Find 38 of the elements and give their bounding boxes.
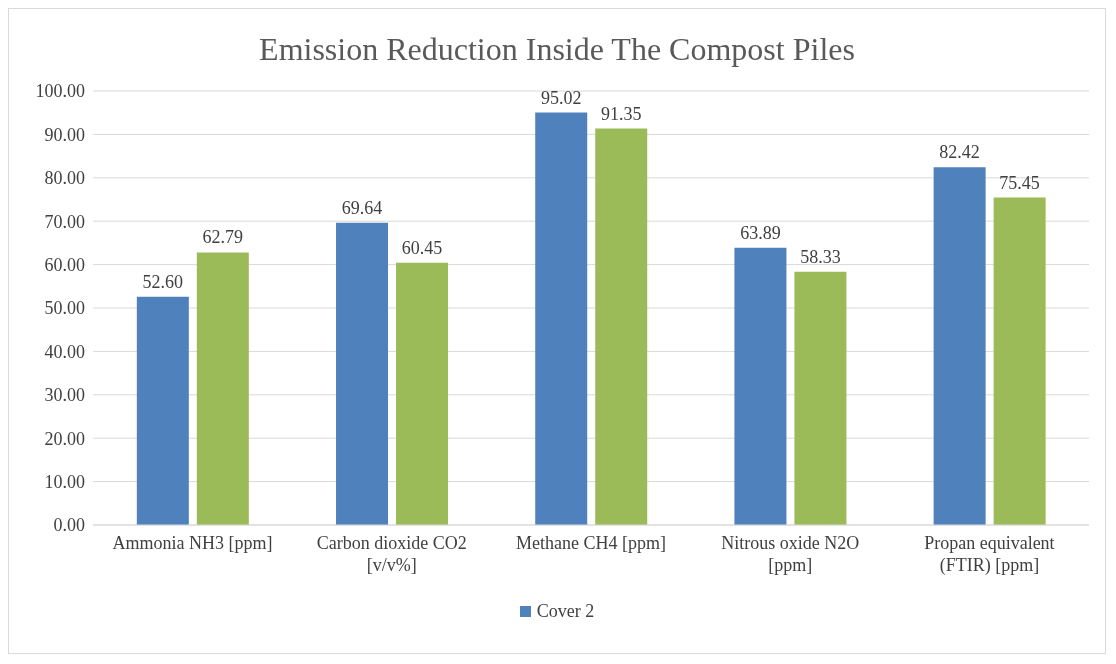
data-label: 58.33: [800, 246, 841, 267]
data-label: 91.35: [600, 103, 642, 124]
y-tick-label: 60.00: [44, 254, 85, 275]
y-tick-label: 70.00: [44, 211, 85, 232]
data-label: 75.45: [999, 172, 1040, 193]
y-tick-label: 80.00: [44, 168, 85, 189]
bar: [595, 128, 648, 525]
bar: [535, 112, 588, 525]
bar: [196, 252, 249, 525]
y-tick-label: 90.00: [44, 124, 85, 145]
x-tick-label: Propan equivalent (FTIR) [ppm]: [924, 533, 1055, 576]
data-label: 95.02: [540, 87, 582, 108]
y-tick-label: 40.00: [44, 341, 85, 362]
x-tick-label: Carbon dioxide CO2 [v/v%]: [316, 533, 467, 575]
bar: [933, 167, 986, 525]
y-tick-label: 0.00: [53, 515, 85, 536]
bar: [396, 262, 449, 525]
y-tick-label: 10.00: [44, 471, 85, 492]
bar: [734, 247, 787, 525]
data-label: 60.45: [401, 237, 443, 258]
bar: [336, 222, 389, 525]
data-label: 62.79: [202, 227, 244, 248]
y-tick-label: 30.00: [44, 385, 85, 406]
x-tick-label: Nitrous oxide N2O [ppm]: [721, 533, 860, 575]
y-tick-label: 20.00: [44, 428, 85, 449]
y-tick-label: 100.00: [35, 81, 85, 102]
x-tick-label: Methane CH4 [ppm]: [516, 533, 666, 553]
bar: [136, 296, 189, 525]
y-tick-label: 50.00: [44, 298, 85, 319]
bar: [993, 197, 1046, 525]
data-label: 63.89: [740, 222, 781, 243]
data-label: 69.64: [341, 197, 383, 218]
data-label: 52.60: [142, 271, 184, 292]
bar: [794, 271, 847, 525]
data-label: 82.42: [939, 142, 980, 163]
legend-label: Cover 2: [535, 601, 595, 622]
chart-title: Emission Reduction Inside The Compost Piles: [258, 31, 856, 69]
x-tick-label: Ammonia NH3 [ppm]: [112, 533, 273, 553]
